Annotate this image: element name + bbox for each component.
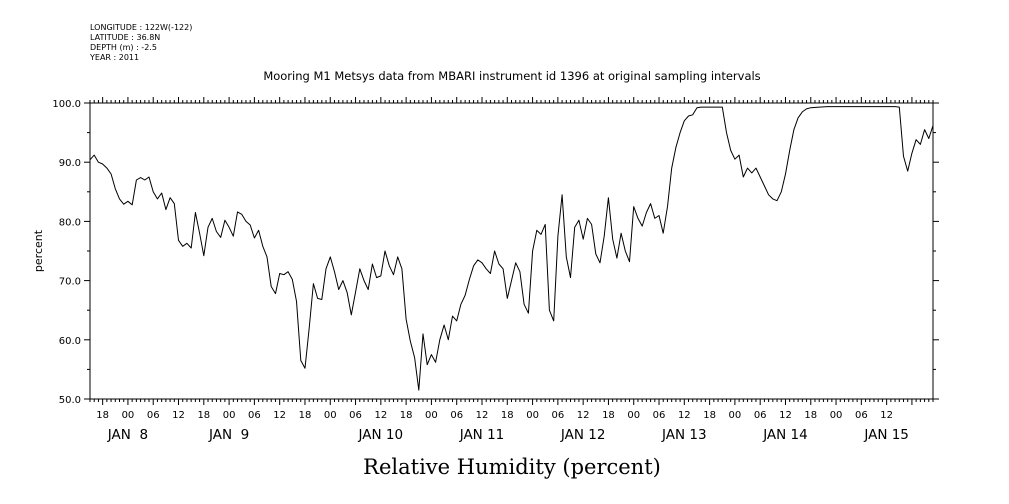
x-tick-label: 12 [678, 410, 691, 421]
x-day-label: JAN 13 [661, 427, 707, 443]
x-tick-label: 12 [273, 410, 286, 421]
x-tick-label: 18 [804, 410, 817, 421]
chart-title: Mooring M1 Metsys data from MBARI instru… [263, 69, 760, 83]
x-tick-label: 06 [855, 410, 868, 421]
x-tick-label: 06 [147, 410, 160, 421]
x-tick-label: 06 [653, 410, 666, 421]
x-tick-label: 00 [627, 410, 640, 421]
x-tick-label: 18 [96, 410, 109, 421]
series-line-0 [89, 106, 934, 391]
x-tick-label: 06 [450, 410, 463, 421]
meta-latitude: LATITUDE : 36.8N [90, 33, 160, 42]
x-tick-label: 00 [122, 410, 135, 421]
x-tick-label: 00 [223, 410, 236, 421]
meta-year: YEAR : 2011 [89, 53, 139, 62]
y-tick-label: 60.0 [59, 336, 81, 347]
x-day-label: JAN 12 [560, 427, 606, 443]
x-tick-label: 12 [779, 410, 792, 421]
metadata-block: LONGITUDE : 122W(-122) LATITUDE : 36.8N … [89, 23, 192, 62]
meta-depth: DEPTH (m) : -2.5 [90, 43, 157, 52]
x-day-label: JAN 14 [762, 427, 808, 443]
y-tick-label: 50.0 [59, 395, 81, 406]
x-day-label: JAN 11 [459, 427, 505, 443]
x-tick-label: 06 [248, 410, 261, 421]
x-tick-label: 18 [602, 410, 615, 421]
x-tick-label: 12 [577, 410, 590, 421]
x-day-label: JAN 8 [107, 427, 148, 443]
x-day-label: JAN 9 [208, 427, 249, 443]
x-axis-label: Relative Humidity (percent) [363, 455, 661, 479]
y-tick-label: 70.0 [59, 277, 81, 288]
x-tick-label: 06 [551, 410, 564, 421]
x-tick-label: 12 [476, 410, 489, 421]
y-axis: 50.0 60.0 70.0 80.0 90.0 100.0 [52, 99, 939, 406]
x-tick-label: 18 [299, 410, 312, 421]
y-tick-label: 100.0 [52, 99, 81, 110]
x-day-label: JAN 10 [358, 427, 404, 443]
x-tick-label: 00 [425, 410, 438, 421]
x-tick-label: 00 [324, 410, 337, 421]
series-layer [89, 106, 934, 391]
x-tick-label: 00 [830, 410, 843, 421]
x-axis: 18 00 06 12 18 00 06 12 18 00 06 12 18 00 06 12 18 00 06 12… [89, 97, 934, 443]
x-day-label: JAN 15 [863, 427, 909, 443]
y-tick-label: 80.0 [59, 217, 81, 228]
plot-frame [89, 102, 934, 400]
x-tick-label: 18 [703, 410, 716, 421]
y-axis-label: percent [32, 229, 45, 272]
x-tick-label: 00 [729, 410, 742, 421]
y-tick-label: 90.0 [59, 158, 81, 169]
x-tick-label: 18 [400, 410, 413, 421]
x-tick-label: 06 [349, 410, 362, 421]
x-tick-label: 00 [526, 410, 539, 421]
x-tick-label: 12 [172, 410, 185, 421]
x-tick-label: 06 [754, 410, 767, 421]
x-tick-label: 12 [374, 410, 387, 421]
x-tick-label: 18 [501, 410, 514, 421]
meta-longitude: LONGITUDE : 122W(-122) [90, 23, 192, 32]
x-tick-label: 18 [197, 410, 210, 421]
x-tick-label: 12 [880, 410, 893, 421]
